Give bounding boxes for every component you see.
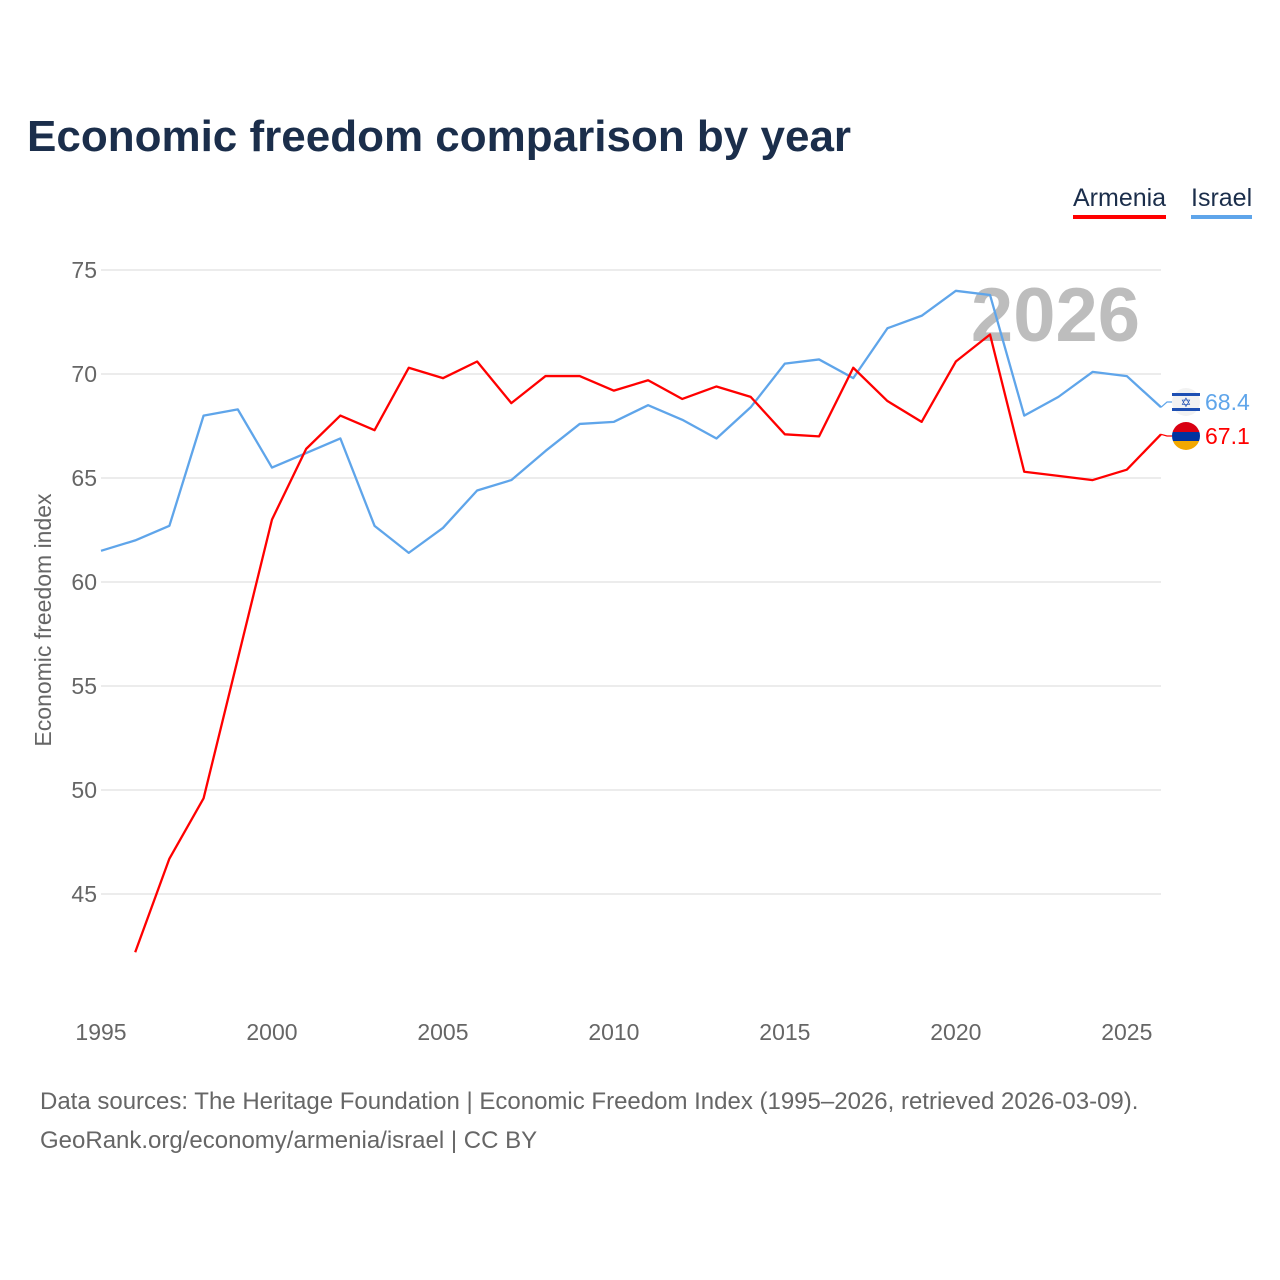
label-connector [1160,401,1172,408]
israel-flag-stripe [1172,393,1200,396]
end-value-label-israel: 68.4 [1205,389,1250,415]
x-tick-label: 2005 [417,1019,468,1045]
armenia-flag-stripe [1172,432,1200,441]
star-of-david-icon: ✡ [1181,395,1192,410]
y-tick-label: 45 [71,881,97,907]
x-tick-label: 2010 [588,1019,639,1045]
source-line: Data sources: The Heritage Foundation | … [40,1088,1139,1115]
y-axis-label: Economic freedom index [30,493,56,747]
x-tick-label: 2020 [930,1019,981,1045]
source-link[interactable]: GeoRank.org/economy/armenia/israel | CC … [40,1127,538,1154]
chart-title: Economic freedom comparison by year [27,112,852,161]
end-value-label-armenia: 67.1 [1205,423,1250,449]
y-tick-label: 75 [71,257,97,283]
label-connector [1160,433,1172,437]
y-tick-label: 60 [71,569,97,595]
y-tick-label: 70 [71,361,97,387]
israel-flag-stripe [1172,408,1200,411]
legend-israel[interactable]: Israel [1191,184,1253,219]
x-tick-label: 2025 [1101,1019,1152,1045]
series-line-armenia [134,333,1162,953]
armenia-flag-icon [1172,422,1200,432]
series-line-israel [100,289,1162,555]
legend-armenia[interactable]: Armenia [1073,184,1167,219]
y-tick-label: 55 [71,673,97,699]
armenia-flag-stripe [1172,441,1200,450]
year-watermark: 2026 [971,273,1140,358]
x-tick-label: 2015 [759,1019,810,1045]
y-tick-label: 65 [71,465,97,491]
y-tick-label: 50 [71,777,97,803]
x-tick-label: 1995 [75,1019,126,1045]
x-tick-label: 2000 [246,1019,297,1045]
